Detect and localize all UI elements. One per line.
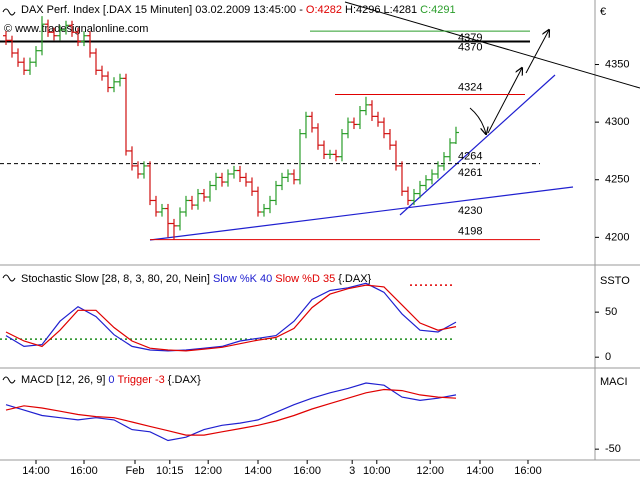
arrow — [487, 68, 522, 134]
y-tick-label: 4350 — [605, 58, 629, 70]
panel-title: DAX Perf. Index [.DAX 15 Minuten] 03.02.… — [21, 4, 303, 16]
watermark: © www.tradesignalonline.com — [4, 23, 148, 35]
level-label: 4264 — [458, 151, 482, 163]
trend-label: 4230 — [458, 205, 482, 217]
x-tick-label: 12:00 — [416, 465, 444, 477]
panel-subtitle: {.DAX} — [338, 273, 371, 285]
legend-entry: Trigger -3 — [118, 374, 165, 386]
x-tick-label: 14:00 — [244, 465, 272, 477]
panel-header: DAX Perf. Index [.DAX 15 Minuten] 03.02.… — [21, 4, 456, 16]
x-tick-label: 3 — [349, 465, 355, 477]
resistance-line — [344, 1, 640, 89]
axis-label: MACI — [600, 376, 628, 388]
legend-entry: Slow %K 40 — [213, 273, 272, 285]
panel-title: MACD [12, 26, 9] — [21, 374, 105, 386]
axis-label: € — [600, 6, 606, 18]
legend-entry: Slow %D 35 — [275, 273, 335, 285]
x-tick-label: 12:00 — [194, 465, 222, 477]
x-tick-label: 10:00 — [363, 465, 391, 477]
indicator-icon — [2, 8, 16, 16]
indicator-icon — [2, 274, 16, 282]
quote: O:4282 — [306, 4, 342, 16]
y-tick-label: -50 — [605, 443, 621, 455]
y-tick-label: 50 — [605, 306, 617, 318]
trend-label: 4261 — [458, 167, 482, 179]
level-label: 4324 — [458, 81, 482, 93]
arrow — [469, 107, 486, 134]
x-tick-label: Feb — [126, 465, 145, 477]
x-tick-label: 16:00 — [514, 465, 542, 477]
y-tick-label: 4300 — [605, 116, 629, 128]
trend-line — [149, 186, 574, 241]
legend-entry: 0 — [108, 374, 114, 386]
quote: C:4291 — [420, 4, 455, 16]
level-label: 4370 — [458, 41, 482, 53]
indicator-icon — [2, 376, 16, 384]
x-tick-label: 14:00 — [466, 465, 494, 477]
series-line — [5, 284, 457, 352]
series-line — [5, 388, 457, 436]
y-tick-label: 0 — [605, 351, 611, 363]
panel-header: MACD [12, 26, 9] 0 Trigger -3 {.DAX} — [21, 374, 201, 386]
panel-subtitle: {.DAX} — [168, 374, 201, 386]
x-tick-label: 10:15 — [156, 465, 184, 477]
axis-label: SSTO — [600, 275, 630, 287]
x-tick-label: 16:00 — [70, 465, 98, 477]
y-tick-label: 4200 — [605, 231, 629, 243]
series-line — [5, 282, 457, 352]
x-tick-label: 16:00 — [293, 465, 321, 477]
x-tick-label: 14:00 — [22, 465, 50, 477]
quote: H:4296 L:4281 — [345, 4, 417, 16]
y-tick-label: 4250 — [605, 174, 629, 186]
series-line — [5, 382, 457, 442]
trend-line — [399, 74, 556, 216]
level-label: 4198 — [458, 226, 482, 238]
panels — [0, 0, 640, 461]
panel-title: Stochastic Slow [28, 8, 3, 80, 20, Nein] — [21, 273, 210, 285]
panel-header: Stochastic Slow [28, 8, 3, 80, 20, Nein]… — [21, 273, 372, 285]
arrow — [525, 30, 549, 74]
